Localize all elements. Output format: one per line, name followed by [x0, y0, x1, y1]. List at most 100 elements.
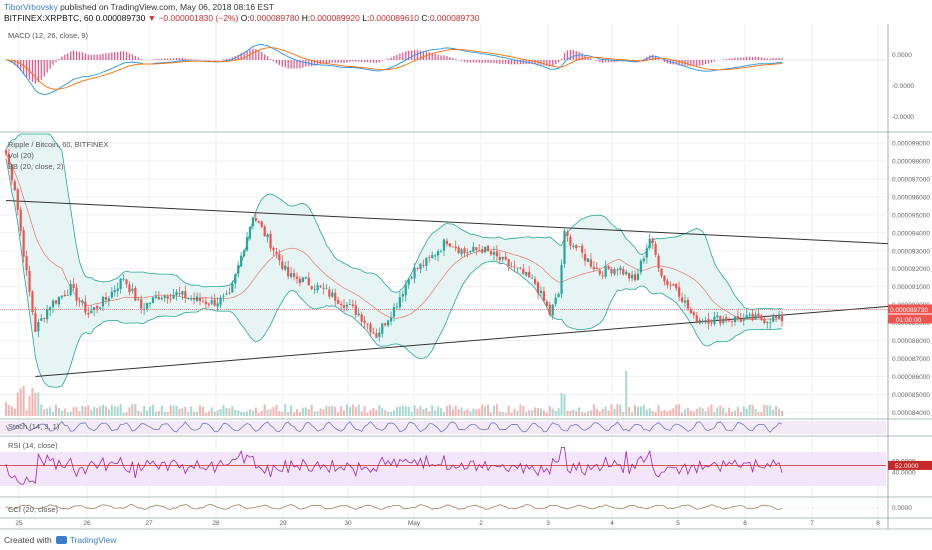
- volume-bar: [772, 409, 775, 416]
- price-tick: 0.000096000: [892, 194, 930, 201]
- time-tick: 28: [212, 520, 220, 527]
- volume-bar: [466, 408, 469, 416]
- candle: [648, 238, 651, 248]
- candle: [154, 296, 158, 298]
- volume-bar: [501, 411, 504, 416]
- candle: [701, 320, 704, 322]
- candle: [683, 300, 687, 303]
- candle: [96, 305, 99, 309]
- volume-bar: [628, 406, 631, 416]
- volume-bar: [684, 409, 686, 416]
- candle: [28, 270, 31, 292]
- candle: [751, 313, 754, 321]
- volume-bar: [184, 406, 187, 416]
- candle: [4, 150, 8, 154]
- tradingview-link[interactable]: TradingView: [69, 535, 117, 545]
- volume-bar: [69, 411, 72, 416]
- candle: [484, 246, 487, 253]
- volume-bar: [666, 411, 669, 416]
- volume-bar: [595, 409, 598, 416]
- volume-bar: [504, 412, 507, 416]
- volume-bar: [290, 405, 293, 416]
- volume-bar: [90, 409, 93, 416]
- time-tick: 8: [876, 520, 880, 527]
- volume-bar: [584, 412, 587, 416]
- candle: [692, 312, 695, 316]
- candle: [198, 297, 202, 301]
- author-name[interactable]: TiborVrbovsky: [4, 2, 58, 12]
- price-axis[interactable]: 0.000099000 0.000098000 0.000097000 0.00009…: [0, 140, 932, 417]
- candle: [207, 303, 210, 305]
- candle: [757, 313, 760, 317]
- price-tick: 0.000091000: [892, 284, 930, 291]
- candle: [725, 317, 728, 322]
- candle: [234, 274, 237, 284]
- candle: [539, 290, 543, 294]
- volume-bar: [63, 408, 66, 416]
- volume-bar: [313, 411, 316, 416]
- volume-bar: [463, 410, 466, 416]
- candle: [501, 256, 504, 260]
- volume-bar: [610, 404, 613, 416]
- price-change: ▼ −0.000001830 (−2%): [147, 13, 239, 23]
- candles[interactable]: [4, 148, 784, 342]
- stoch-pane[interactable]: [0, 421, 886, 434]
- candle: [307, 277, 310, 286]
- candle: [387, 320, 390, 326]
- stoch-k: [5, 421, 783, 433]
- volume-bar: [472, 408, 475, 416]
- candle: [216, 303, 219, 307]
- candle: [704, 320, 707, 323]
- volume-bar: [719, 405, 722, 416]
- volume-bar: [613, 408, 616, 416]
- macd-pane[interactable]: 0.0000 -0.0000 -0.0000: [0, 44, 914, 122]
- volume-bar: [742, 406, 745, 416]
- volume-bar: [293, 412, 296, 416]
- candle: [98, 307, 102, 309]
- tradingview-logo-icon: [55, 536, 67, 544]
- candle: [339, 303, 343, 306]
- volume-bar: [492, 405, 495, 416]
- volume-bar: [243, 411, 246, 416]
- volume-bar: [387, 411, 390, 416]
- volume-bar: [669, 410, 672, 416]
- candle: [184, 291, 187, 299]
- volume-bar: [248, 409, 251, 416]
- volume-bar: [601, 408, 604, 416]
- candle: [445, 240, 449, 245]
- volume-bar: [263, 404, 266, 416]
- candle: [416, 267, 419, 269]
- chart-area[interactable]: 0.0000 -0.0000 -0.0000 MACD (12, 26, close…: [0, 24, 932, 532]
- volume-bar: [704, 411, 707, 416]
- volume-bar: [207, 411, 210, 416]
- candle: [613, 268, 616, 275]
- candle: [254, 217, 257, 221]
- candle: [489, 251, 493, 255]
- volume-bar: [448, 404, 451, 416]
- volume-bar: [160, 405, 163, 416]
- low-label: L:: [362, 13, 370, 23]
- volume-bar: [154, 412, 157, 416]
- volume-bar: [5, 402, 7, 416]
- candle: [151, 297, 155, 303]
- volume-bar: [337, 412, 340, 416]
- cci-pane[interactable]: 0.0000: [0, 504, 912, 513]
- candle: [345, 304, 349, 307]
- candle: [292, 273, 296, 277]
- candle: [319, 285, 322, 287]
- candle: [589, 259, 593, 267]
- candle: [486, 245, 490, 251]
- price-tick: 0.000099000: [892, 140, 930, 147]
- candle: [57, 297, 61, 305]
- candle: [225, 293, 228, 295]
- candle: [745, 315, 748, 318]
- volume-bar: [484, 406, 487, 416]
- candle: [269, 233, 272, 249]
- volume-bar: [634, 405, 637, 416]
- time-axis[interactable]: 25 26 27 28 29 30 May 2 3 4 5 6 7 8: [15, 520, 880, 527]
- candle: [695, 315, 698, 323]
- last-price-tag: 0.000089730: [890, 307, 928, 314]
- candle: [504, 256, 507, 260]
- candle: [313, 289, 316, 290]
